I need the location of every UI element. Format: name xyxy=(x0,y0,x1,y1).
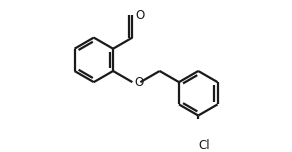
Text: Cl: Cl xyxy=(198,138,210,152)
Text: O: O xyxy=(134,76,143,89)
Text: O: O xyxy=(135,9,145,22)
